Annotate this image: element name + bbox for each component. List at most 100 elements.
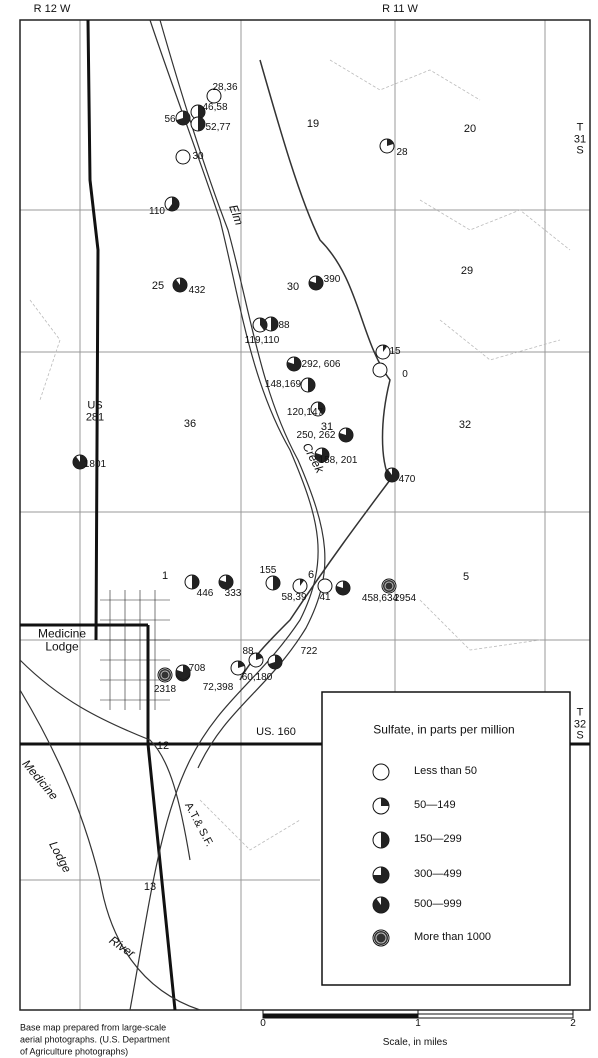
sample-fill: [373, 867, 389, 883]
sample-ring: [160, 670, 170, 680]
scale-tick-label: 1: [415, 1017, 421, 1029]
sample-fill: [338, 428, 354, 443]
sample-fill: [273, 576, 280, 590]
sample-fill: [318, 402, 326, 415]
sample-label: 28,36: [212, 81, 238, 93]
map-frame: [19, 19, 591, 1011]
legend-item: More than 1000: [414, 931, 492, 944]
sample-fill: [175, 665, 190, 680]
sample-fill: [308, 276, 323, 291]
sample-label: 0: [402, 368, 408, 380]
section-number: 30: [286, 281, 300, 294]
sample-label: 470: [398, 473, 416, 485]
sample-fill: [381, 798, 389, 806]
sample-fill: [167, 197, 179, 211]
section-number: 6: [307, 569, 315, 582]
town-streets: [100, 590, 170, 710]
section-number: 32: [458, 419, 472, 432]
sample-fill: [271, 317, 278, 331]
sample-fill: [73, 455, 88, 469]
sample-label: 722: [300, 645, 318, 657]
sample-symbol: [372, 763, 390, 781]
sample-label: 446: [196, 587, 214, 599]
scale-bar-fill: [263, 1014, 418, 1018]
sample-label: 250, 262: [296, 429, 336, 441]
section-number: 20: [463, 123, 477, 136]
scale-tick-label: 0: [260, 1017, 266, 1029]
sample-label: 52,77: [205, 121, 231, 133]
sample-fill: [373, 896, 390, 913]
legend-item: Less than 50: [414, 765, 477, 778]
sample-symbol: [372, 362, 388, 378]
sample-fill: [176, 111, 191, 125]
sample-label: 2954: [393, 592, 417, 604]
sample-fill: [219, 575, 233, 590]
legend-item: 500—999: [414, 898, 462, 911]
section-number: 31: [320, 421, 334, 434]
sample-label: 458,634: [361, 592, 399, 604]
sample-label: 292, 606: [301, 358, 341, 370]
section-number: 1: [161, 570, 169, 583]
town-label: Medicine Lodge: [37, 626, 87, 653]
sample-label: 148,169: [264, 378, 302, 390]
sample-label: 333: [224, 587, 242, 599]
township-label: T 31 S: [573, 121, 587, 157]
sample-label: 120,147: [286, 406, 324, 418]
legend-item: 150—299: [414, 833, 462, 846]
sample-fill: [308, 378, 315, 392]
sample-label: 46,58: [202, 101, 228, 113]
sample-symbol: [175, 149, 191, 165]
streams: [19, 19, 391, 1011]
road-label: US. 160: [256, 726, 296, 739]
sample-fill: [256, 653, 263, 660]
sample-fill: [173, 278, 188, 292]
road-label: US 281: [85, 399, 105, 423]
sample-label: 30: [192, 150, 204, 162]
sample-label: 60,180: [241, 671, 273, 683]
township-label: T 32 S: [573, 706, 587, 742]
section-number: 25: [151, 280, 165, 293]
section-number: 13: [143, 881, 157, 894]
sample-label: 72,398: [202, 681, 234, 693]
sample-label: 88: [242, 645, 254, 657]
sample-label: 2318: [153, 683, 177, 695]
sample-fill: [383, 345, 388, 352]
sample-ring: [375, 932, 387, 944]
sample-fill: [381, 832, 389, 848]
sample-fill: [300, 579, 305, 586]
sample-label: 41: [319, 591, 331, 603]
sample-symbol: [317, 578, 333, 594]
sample-fill: [192, 575, 199, 589]
section-number: 36: [183, 418, 197, 431]
sample-label: 390: [323, 273, 341, 285]
sample-label: 708: [188, 662, 206, 674]
sample-label: 15: [389, 345, 401, 357]
legend-box: [321, 691, 571, 986]
sample-fill: [260, 318, 267, 331]
section-number: 5: [462, 571, 470, 584]
range-label: R 12 W: [33, 3, 71, 16]
sample-fill: [387, 139, 394, 146]
sample-label: 119,110: [244, 334, 280, 346]
sample-label: 58,39: [281, 591, 307, 603]
sample-symbol: [206, 88, 222, 104]
legend-title: Sulfate, in parts per million: [373, 722, 515, 737]
credit-line: aerial photographs. (U.S. Department: [20, 1034, 170, 1045]
sample-label: 110: [149, 205, 165, 217]
sample-label: 158, 201: [318, 454, 358, 466]
range-label: R 11 W: [382, 3, 418, 16]
sample-label: 155: [259, 564, 277, 576]
section-number: 29: [460, 265, 474, 278]
sample-fill: [238, 661, 245, 668]
sample-label: 432: [188, 284, 206, 296]
drainage: [29, 59, 571, 851]
scale-tick-label: 2: [570, 1017, 576, 1029]
credit-line: Base map prepared from large-scale: [20, 1022, 167, 1033]
sample-label: 28: [396, 146, 408, 158]
legend-item: 50—149: [414, 799, 456, 812]
section-number: 12: [156, 740, 170, 753]
sample-fill: [384, 468, 399, 483]
sample-label: 88: [278, 319, 290, 331]
